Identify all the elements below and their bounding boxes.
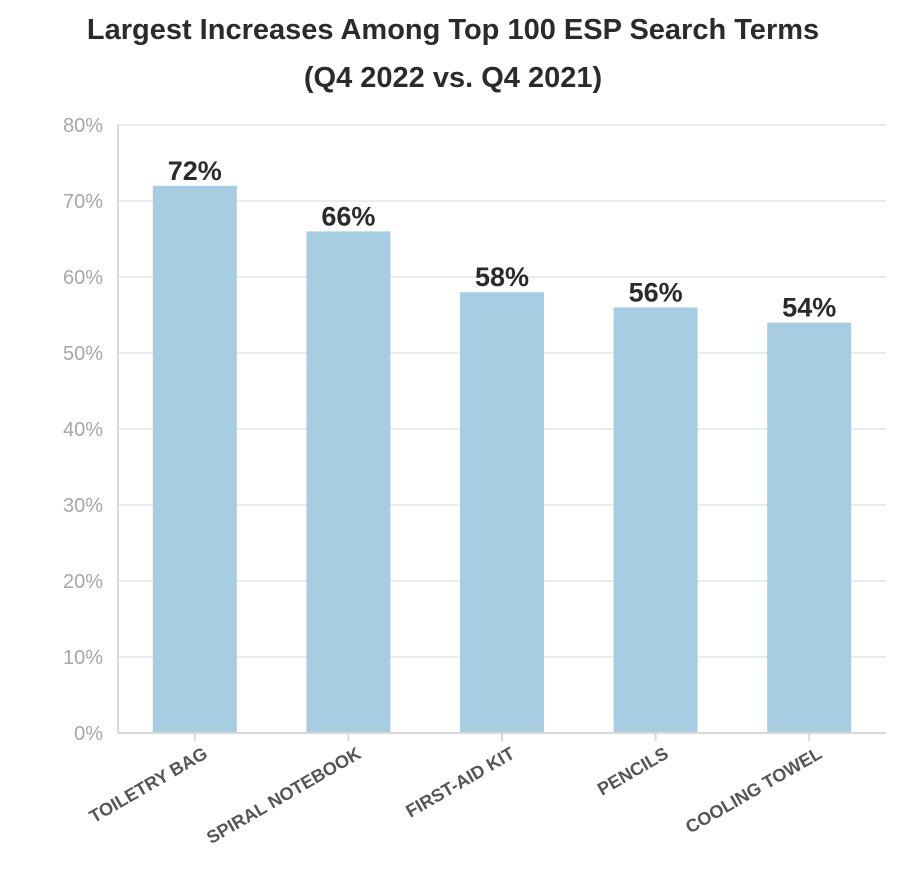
- bar: [152, 185, 237, 734]
- axes: [117, 125, 886, 741]
- bar: [767, 322, 852, 733]
- chart-title: Largest Increases Among Top 100 ESP Sear…: [86, 14, 820, 46]
- y-tick-label: 0%: [74, 723, 103, 745]
- y-tick-label: 40%: [63, 419, 103, 441]
- data-label: 56%: [629, 277, 683, 307]
- chart-subtitle: (Q4 2022 vs. Q4 2021): [303, 62, 603, 94]
- category-label: SPIRAL NOTEBOOK: [203, 743, 364, 848]
- y-tick-label: 80%: [63, 115, 103, 137]
- y-tick-label: 60%: [63, 267, 103, 289]
- data-label: 72%: [168, 156, 222, 186]
- y-tick-label: 10%: [63, 647, 103, 669]
- bar: [460, 292, 544, 733]
- y-tick-label: 50%: [63, 343, 103, 365]
- category-label: PENCILS: [594, 743, 672, 799]
- category-label: COOLING TOWEL: [682, 743, 825, 837]
- y-tick-label: 20%: [63, 571, 103, 593]
- data-label: 54%: [782, 293, 836, 323]
- bar: [306, 231, 391, 733]
- y-tick-label: 30%: [63, 495, 103, 517]
- y-tick-label: 70%: [63, 191, 103, 213]
- bar: [613, 307, 698, 733]
- category-label: TOILETRY BAG: [86, 743, 211, 827]
- bars: [152, 185, 852, 734]
- category-label: FIRST-AID KIT: [402, 743, 518, 821]
- data-label: 66%: [321, 201, 375, 231]
- data-label: 58%: [475, 262, 529, 292]
- chart-title-block: Largest Increases Among Top 100 ESP Sear…: [0, 6, 906, 102]
